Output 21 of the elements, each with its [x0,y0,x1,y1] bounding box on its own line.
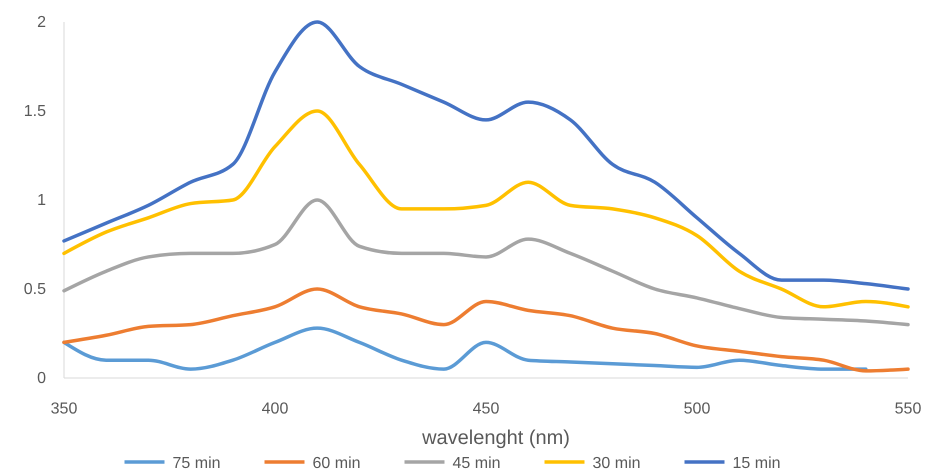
line-series [62,326,868,371]
x-tick-label: 550 [894,400,922,418]
x-tick-label: 450 [472,400,500,418]
y-tick-label: 0.5 [24,281,46,298]
y-tick-label: 1 [37,192,46,210]
legend-label: 75 min [172,455,221,472]
x-tick-label: 500 [684,400,710,418]
line-series [62,20,910,291]
legend-label: 45 min [452,455,501,472]
legend-label: 60 min [312,455,361,472]
legend-label: 15 min [732,455,781,472]
x-axis-title: wavelenght (nm) [421,427,570,449]
y-tick-label: 0 [37,370,46,388]
line-series [62,109,910,309]
y-tick-label: 2 [37,14,46,32]
x-tick-label: 350 [50,400,78,418]
x-tick-label: 400 [262,400,288,418]
line-series [62,198,910,326]
y-tick-label: 1.5 [24,103,46,120]
line-series [62,287,910,373]
legend-label: 30 min [592,455,641,472]
